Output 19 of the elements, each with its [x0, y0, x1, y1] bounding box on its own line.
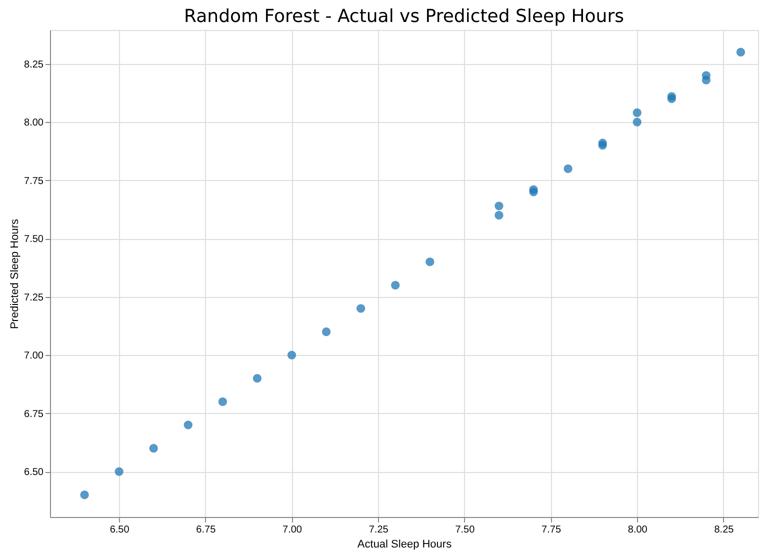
y-tick-label: 8.25 — [24, 59, 44, 70]
y-tick-label: 8.00 — [24, 118, 44, 129]
y-tick-label: 6.50 — [24, 467, 44, 478]
x-tick-label: 7.25 — [368, 524, 389, 536]
y-tick-label: 7.75 — [24, 176, 44, 187]
x-tick-label: 7.00 — [282, 524, 302, 536]
x-tick-label: 7.75 — [542, 524, 562, 536]
y-tick-label: 6.75 — [24, 408, 44, 420]
y-tick-label: 7.50 — [24, 234, 44, 246]
y-tick-label: 7.25 — [24, 292, 44, 304]
y-tick-label: 7.00 — [24, 350, 44, 362]
x-tick-label: 8.00 — [628, 524, 648, 536]
x-tick-label: 6.75 — [196, 524, 216, 536]
x-axis-title: Actual Sleep Hours — [357, 538, 452, 550]
x-tick-label: 6.50 — [110, 524, 130, 536]
x-tick-label: 8.25 — [714, 524, 734, 536]
chart-title: Random Forest - Actual vs Predicted Sleep Hours — [184, 6, 624, 27]
y-axis-title: Predicted Sleep Hours — [9, 218, 22, 330]
x-tick-label: 7.50 — [455, 524, 476, 536]
